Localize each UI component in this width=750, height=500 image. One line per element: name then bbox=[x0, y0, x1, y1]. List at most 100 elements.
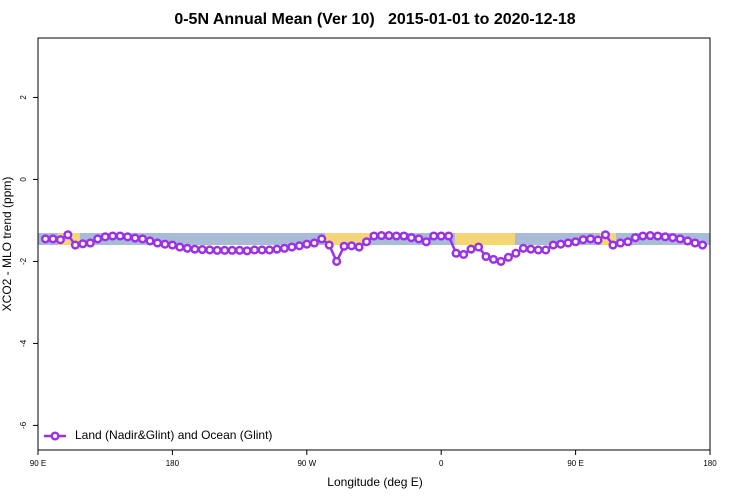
legend-label: Land (Nadir&Glint) and Ocean (Glint) bbox=[75, 428, 272, 442]
x-tick-label: 0 bbox=[439, 459, 444, 468]
point bbox=[279, 243, 289, 253]
y-tick-label: -6 bbox=[19, 421, 28, 429]
point bbox=[242, 246, 252, 256]
point bbox=[78, 239, 88, 249]
point bbox=[585, 234, 596, 244]
point bbox=[466, 244, 476, 254]
point bbox=[541, 245, 551, 255]
x-tick-label: 90 W bbox=[297, 459, 316, 468]
point bbox=[436, 231, 446, 241]
land-band bbox=[455, 233, 515, 245]
point bbox=[115, 231, 125, 241]
point bbox=[548, 240, 558, 250]
point bbox=[332, 256, 342, 266]
point bbox=[526, 244, 536, 254]
point bbox=[511, 248, 521, 258]
point bbox=[205, 245, 215, 255]
point bbox=[85, 238, 95, 248]
x-tick-label: 90 E bbox=[567, 459, 583, 468]
point bbox=[563, 238, 573, 248]
point bbox=[645, 231, 655, 241]
point bbox=[444, 231, 454, 241]
point bbox=[660, 232, 670, 242]
point bbox=[339, 241, 349, 251]
point bbox=[257, 245, 267, 255]
land-band bbox=[325, 233, 370, 245]
point bbox=[145, 236, 155, 246]
y-tick-label: 2 bbox=[19, 95, 28, 100]
point bbox=[347, 241, 357, 251]
point bbox=[496, 256, 506, 266]
point bbox=[264, 245, 275, 255]
point bbox=[376, 231, 387, 241]
point bbox=[175, 242, 185, 252]
point bbox=[249, 245, 260, 255]
x-axis-label: Longitude (deg E) bbox=[327, 475, 422, 489]
point bbox=[302, 239, 312, 249]
point bbox=[160, 239, 170, 249]
point bbox=[533, 245, 543, 255]
point bbox=[675, 234, 685, 244]
point bbox=[384, 231, 394, 241]
point bbox=[197, 244, 207, 255]
point bbox=[503, 252, 513, 262]
y-tick-label: 0 bbox=[19, 177, 28, 182]
point bbox=[130, 233, 140, 243]
point bbox=[137, 234, 148, 244]
point bbox=[600, 230, 611, 240]
point bbox=[361, 237, 372, 247]
point bbox=[481, 251, 491, 262]
point bbox=[608, 240, 618, 250]
point bbox=[683, 236, 693, 246]
point bbox=[421, 237, 431, 247]
x-tick-label: 180 bbox=[703, 459, 717, 468]
point bbox=[190, 244, 200, 254]
point bbox=[272, 244, 282, 254]
point bbox=[556, 239, 566, 249]
point bbox=[630, 233, 640, 243]
point bbox=[653, 231, 663, 241]
point bbox=[212, 245, 222, 255]
point bbox=[518, 243, 528, 253]
point bbox=[459, 249, 469, 260]
point bbox=[473, 242, 484, 252]
point bbox=[593, 235, 603, 245]
point bbox=[235, 245, 245, 255]
point bbox=[623, 237, 633, 247]
point bbox=[690, 238, 700, 248]
y-axis-label: XCO2 - MLO trend (ppm) bbox=[0, 177, 14, 312]
legend-marker bbox=[50, 431, 60, 441]
plot-frame bbox=[37, 37, 711, 451]
point bbox=[354, 242, 364, 252]
point bbox=[697, 240, 708, 250]
point bbox=[70, 240, 80, 250]
point bbox=[451, 248, 461, 258]
point bbox=[152, 238, 163, 248]
y-tick-label: -4 bbox=[19, 339, 28, 347]
point bbox=[48, 234, 58, 244]
point bbox=[40, 234, 51, 244]
point bbox=[294, 241, 304, 251]
point bbox=[615, 238, 625, 248]
point bbox=[668, 233, 678, 243]
point bbox=[220, 245, 230, 255]
x-tick-label: 90 E bbox=[30, 459, 46, 468]
point bbox=[123, 232, 133, 242]
point bbox=[638, 231, 648, 241]
point bbox=[93, 234, 103, 244]
point bbox=[100, 232, 110, 242]
x-tick-label: 180 bbox=[166, 459, 180, 468]
point bbox=[182, 243, 192, 253]
point bbox=[399, 231, 409, 241]
point bbox=[571, 237, 581, 247]
point bbox=[369, 231, 379, 241]
point bbox=[227, 245, 237, 255]
point bbox=[488, 254, 499, 264]
y-tick-label: -2 bbox=[19, 257, 28, 265]
chart-title: 0-5N Annual Mean (Ver 10) 2015-01-01 to … bbox=[174, 11, 575, 28]
point bbox=[414, 234, 424, 244]
point bbox=[63, 230, 73, 240]
point bbox=[317, 234, 327, 244]
